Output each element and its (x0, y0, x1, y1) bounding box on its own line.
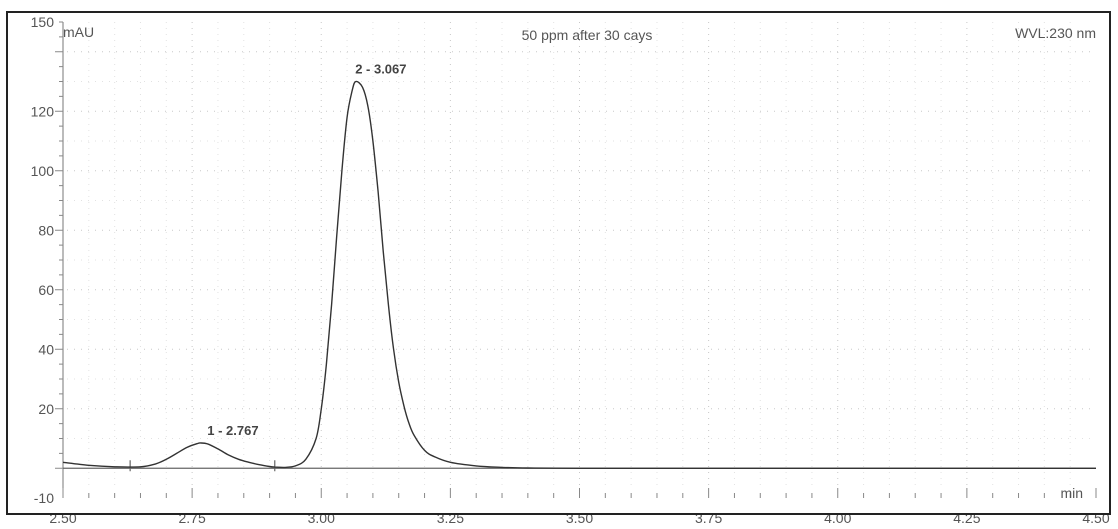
series-layer (62, 80, 1096, 470)
y-tick-label: 150 (31, 14, 55, 30)
x-tick-label: 2.50 (49, 510, 76, 526)
chart-title: 50 ppm after 30 cays (522, 27, 653, 43)
y-tick-label: 80 (38, 222, 54, 238)
chromatogram-trace (62, 80, 1096, 470)
y-tick-label: -10 (34, 490, 54, 506)
x-tick-label: 4.50 (1082, 510, 1109, 526)
x-tick-label: 2.75 (179, 510, 206, 526)
y-tick-label: 100 (31, 163, 55, 179)
peak-label: 2 - 3.067 (355, 62, 406, 77)
x-tick-label: 4.00 (824, 510, 851, 526)
x-tick-label: 3.00 (308, 510, 335, 526)
y-tick-label: 120 (31, 103, 55, 119)
y-tick-label: 20 (38, 401, 54, 417)
x-axis-unit-label: min (1060, 485, 1083, 501)
peak-label: 1 - 2.767 (207, 423, 258, 438)
y-axis-unit-label: mAU (63, 24, 94, 40)
x-tick-label: 4.25 (953, 510, 980, 526)
detector-label: WVL:230 nm (1015, 25, 1096, 41)
x-tick-label: 3.25 (437, 510, 464, 526)
x-tick-label: 3.50 (566, 510, 593, 526)
plot-frame (6, 11, 1111, 515)
y-tick-label: 40 (38, 341, 54, 357)
labels-layer: 1 - 2.767 2 - 3.067 (207, 62, 406, 438)
x-tick-label: 3.75 (695, 510, 722, 526)
y-tick-label: 60 (38, 282, 54, 298)
